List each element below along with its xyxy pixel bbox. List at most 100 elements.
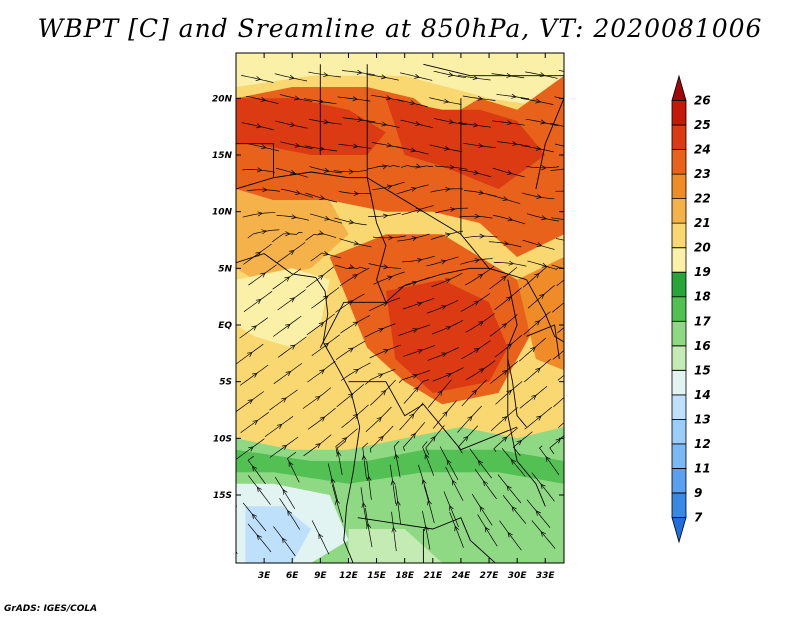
streamline-arrow — [540, 119, 546, 125]
streamline — [502, 494, 527, 524]
streamline — [341, 404, 369, 428]
streamlines — [210, 69, 574, 557]
streamline — [460, 258, 493, 265]
streamline-arrow — [348, 264, 355, 269]
colorbar-label: 9 — [694, 486, 702, 500]
colorbar-label: 20 — [694, 241, 711, 255]
streamline-arrow — [541, 165, 547, 171]
streamline — [464, 266, 495, 286]
streamline-arrow — [260, 97, 267, 102]
streamline-arrow — [323, 251, 330, 256]
streamline-arrow — [412, 328, 419, 333]
streamline — [551, 217, 564, 220]
streamline-arrow — [380, 74, 387, 80]
streamline-arrow — [382, 301, 389, 307]
streamline-arrow — [473, 347, 480, 353]
streamline-arrow — [536, 415, 542, 421]
streamline-arrow — [511, 506, 517, 512]
streamline — [553, 397, 564, 408]
streamline — [243, 243, 272, 265]
streamline — [524, 406, 553, 430]
streamline — [512, 431, 533, 456]
streamline-arrow — [423, 525, 429, 532]
streamline-arrow — [506, 120, 513, 126]
streamline-arrow — [366, 475, 372, 482]
wbpt-south-belt — [236, 449, 564, 484]
streamline — [398, 370, 430, 384]
streamline-arrow — [255, 251, 261, 257]
streamline — [402, 297, 435, 310]
streamline-arrow — [276, 423, 283, 429]
wbpt-angola-band — [236, 347, 564, 450]
streamline — [274, 73, 308, 82]
streamline-arrow — [256, 534, 262, 540]
y-tick-label: 20N — [212, 94, 233, 104]
border-f — [366, 177, 462, 235]
streamline — [493, 262, 527, 267]
streamline — [400, 165, 434, 168]
streamline-arrow — [357, 117, 363, 123]
streamline — [488, 194, 521, 205]
streamline-arrow — [287, 510, 293, 516]
streamline-arrow — [506, 389, 513, 396]
streamline — [463, 142, 497, 149]
streamline — [236, 343, 264, 365]
streamline — [308, 119, 342, 125]
streamline — [272, 315, 302, 337]
colorbar-swatch — [671, 443, 687, 469]
streamline-arrow — [319, 369, 325, 375]
colorbar-swatch — [671, 320, 687, 347]
streamline-arrow — [501, 275, 507, 281]
streamline — [449, 511, 464, 548]
streamline — [337, 440, 346, 476]
border-a — [236, 143, 274, 190]
streamline — [280, 141, 313, 150]
streamline-arrow — [218, 469, 223, 474]
streamline — [433, 70, 467, 79]
colorbar-label: 13 — [694, 412, 711, 426]
streamline-arrow — [255, 76, 262, 81]
streamline-arrow — [390, 479, 396, 486]
streamline — [242, 502, 267, 532]
streamline — [519, 386, 548, 409]
streamline-arrow — [443, 98, 450, 104]
streamline-arrow — [291, 214, 297, 220]
streamline — [403, 345, 436, 357]
streamline — [303, 434, 332, 457]
streamline — [458, 169, 492, 178]
streamline-arrow — [352, 274, 358, 280]
streamline-arrow — [479, 233, 486, 239]
colorbar-label: 17 — [694, 314, 711, 328]
streamline-arrow — [290, 344, 296, 350]
streamline-arrow — [410, 147, 417, 153]
streamline-arrow — [294, 142, 301, 148]
streamline-arrow — [478, 143, 484, 149]
colorbar-label: 24 — [694, 143, 711, 157]
streamline-arrow — [352, 321, 359, 327]
streamline — [457, 425, 479, 454]
streamline-arrow — [427, 499, 432, 506]
streamline — [276, 242, 306, 264]
streamline-arrow — [516, 439, 523, 446]
streamline-arrow — [281, 397, 287, 403]
x-tick-label: 21E — [423, 571, 443, 581]
streamline-arrow — [531, 394, 537, 400]
streamline — [557, 374, 564, 381]
streamline-arrow — [378, 435, 384, 442]
streamline — [522, 239, 555, 250]
streamline-arrow — [385, 95, 392, 101]
streamline-arrow — [323, 72, 329, 78]
streamline-arrow — [440, 259, 447, 265]
streamline — [335, 293, 365, 313]
streamline-arrow — [446, 373, 453, 378]
streamline-arrow — [323, 295, 329, 301]
streamline — [526, 166, 560, 169]
streamline — [439, 446, 459, 480]
streamline — [336, 384, 364, 408]
streamline-arrow — [569, 98, 574, 102]
streamline — [434, 165, 468, 170]
streamline — [210, 504, 233, 533]
streamline — [335, 428, 358, 455]
streamline-arrow — [539, 72, 546, 78]
streamline — [246, 95, 279, 104]
